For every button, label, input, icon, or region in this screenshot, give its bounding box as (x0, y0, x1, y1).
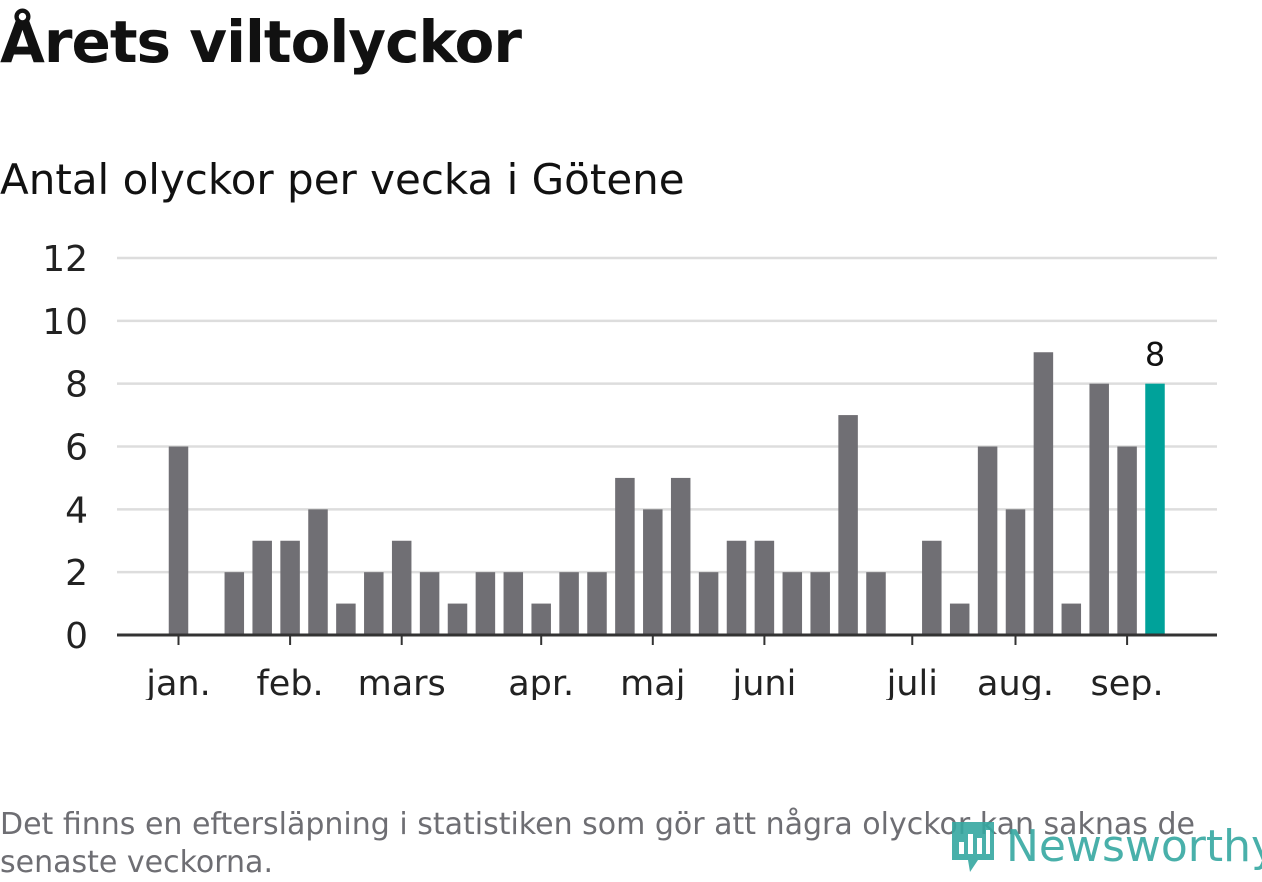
bar (364, 572, 384, 635)
bar (559, 572, 579, 635)
bar-chart: 0 2 4 6 8 10 12 8 jan. feb. mars apr. maj juni juli aug… (42, 239, 1217, 700)
bar (308, 509, 328, 635)
bar (643, 509, 663, 635)
bar (754, 540, 775, 635)
bar (977, 446, 998, 635)
y-tick-label: 12 (42, 239, 88, 280)
bar (252, 540, 272, 635)
brand-name: Newsworthy (1006, 820, 1262, 872)
bar (949, 603, 970, 635)
bar (782, 572, 803, 635)
newsworthy-logo-icon (952, 822, 994, 872)
y-tick-label: 10 (42, 302, 88, 343)
x-tick-label: maj (620, 664, 685, 700)
x-tick-label: juni (731, 664, 796, 700)
bar (1005, 509, 1026, 635)
bar (726, 540, 747, 635)
bar (168, 446, 189, 635)
y-tick-label: 6 (65, 428, 88, 469)
bar (224, 572, 245, 635)
y-tick-label: 2 (65, 553, 88, 594)
bar (615, 477, 635, 635)
bar (1061, 603, 1082, 635)
bar (698, 572, 719, 635)
bar (531, 603, 551, 635)
newsworthy-logo: Newsworthy (948, 814, 1262, 878)
data-label: 8 (1145, 336, 1165, 374)
y-tick-label: 4 (65, 490, 88, 531)
bar (838, 415, 858, 635)
x-tick-label: aug. (977, 664, 1054, 700)
x-tick-label: sep. (1091, 664, 1164, 700)
bar (670, 477, 691, 635)
x-tick-label: juli (886, 664, 938, 700)
bar (1117, 446, 1137, 635)
bar (810, 572, 830, 635)
y-tick-label: 0 (65, 616, 88, 657)
footnote: Det finns en eftersläpning i statistiken… (0, 807, 1195, 880)
bar (1033, 352, 1054, 635)
x-tick-label: mars (358, 664, 446, 700)
y-tick-label: 8 (65, 365, 88, 406)
bar (419, 572, 440, 635)
bar (587, 572, 607, 635)
x-tick-label: apr. (508, 664, 574, 700)
bar (922, 540, 942, 635)
bar (336, 603, 356, 635)
bar (503, 572, 524, 635)
bar (1089, 383, 1109, 635)
bar (866, 572, 886, 635)
x-tick-label: feb. (256, 664, 323, 700)
bar (1145, 383, 1165, 635)
bar (447, 603, 468, 635)
bar (280, 540, 300, 635)
x-tick-label: jan. (145, 664, 210, 700)
chart-subtitle: Antal olyckor per vecka i Götene (0, 155, 685, 204)
bar (391, 540, 412, 635)
bar (475, 572, 496, 635)
chart-title: Årets viltolyckor (0, 8, 522, 76)
